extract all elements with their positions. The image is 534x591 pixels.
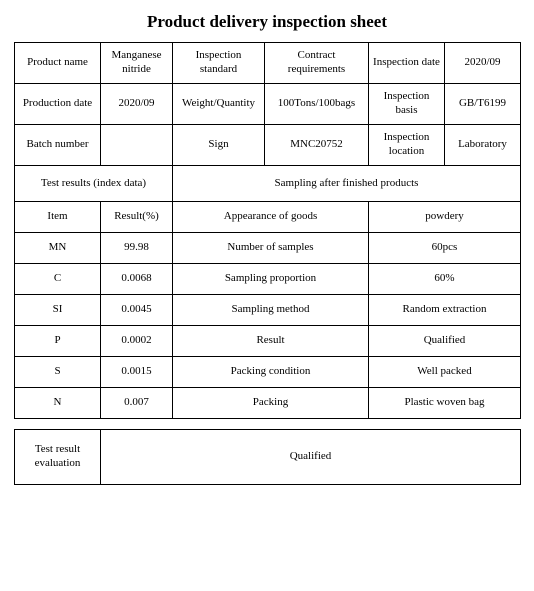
inspection-location-value: Laboratory — [445, 125, 521, 166]
header-row-2: Production date 2020/09 Weight/Quantity … — [15, 84, 521, 125]
product-name-value: Manganese nitride — [101, 43, 173, 84]
appearance-value: powdery — [369, 202, 521, 233]
data-row: S 0.0015 Packing condition Well packed — [15, 357, 521, 388]
item-header: Item — [15, 202, 101, 233]
result-cell: 0.0068 — [101, 264, 173, 295]
right-value-cell: Qualified — [369, 326, 521, 357]
inspection-location-label: Inspection location — [369, 125, 445, 166]
evaluation-row: Test result evaluation Qualified — [15, 430, 521, 485]
right-value-cell: Plastic woven bag — [369, 388, 521, 419]
contract-requirements-label: Contract requirements — [265, 43, 369, 84]
inspection-table: Product name Manganese nitride Inspectio… — [14, 42, 521, 429]
sign-value: MNC20752 — [265, 125, 369, 166]
page-title: Product delivery inspection sheet — [14, 12, 520, 32]
right-label-cell: Result — [173, 326, 369, 357]
right-label-cell: Sampling method — [173, 295, 369, 326]
inspection-standard-label: Inspection standard — [173, 43, 265, 84]
data-row: SI 0.0045 Sampling method Random extract… — [15, 295, 521, 326]
result-cell: 0.007 — [101, 388, 173, 419]
item-cell: C — [15, 264, 101, 295]
header-row-1: Product name Manganese nitride Inspectio… — [15, 43, 521, 84]
right-value-cell: Well packed — [369, 357, 521, 388]
right-label-cell: Packing condition — [173, 357, 369, 388]
product-name-label: Product name — [15, 43, 101, 84]
weight-quantity-value: 100Tons/100bags — [265, 84, 369, 125]
item-cell: MN — [15, 233, 101, 264]
production-date-label: Production date — [15, 84, 101, 125]
data-row: P 0.0002 Result Qualified — [15, 326, 521, 357]
inspection-date-label: Inspection date — [369, 43, 445, 84]
weight-quantity-label: Weight/Quantity — [173, 84, 265, 125]
item-cell: S — [15, 357, 101, 388]
sign-label: Sign — [173, 125, 265, 166]
result-cell: 0.0045 — [101, 295, 173, 326]
inspection-sheet: Product delivery inspection sheet Produc… — [0, 0, 534, 591]
inspection-basis-value: GB/T6199 — [445, 84, 521, 125]
data-row: N 0.007 Packing Plastic woven bag — [15, 388, 521, 419]
item-cell: N — [15, 388, 101, 419]
evaluation-table: Test result evaluation Qualified — [14, 429, 521, 485]
result-cell: 99.98 — [101, 233, 173, 264]
data-row: MN 99.98 Number of samples 60pcs — [15, 233, 521, 264]
batch-number-label: Batch number — [15, 125, 101, 166]
right-value-cell: 60pcs — [369, 233, 521, 264]
inspection-basis-label: Inspection basis — [369, 84, 445, 125]
inspection-date-value: 2020/09 — [445, 43, 521, 84]
right-label-cell: Sampling proportion — [173, 264, 369, 295]
evaluation-label: Test result evaluation — [15, 430, 101, 485]
appearance-label: Appearance of goods — [173, 202, 369, 233]
sampling-label: Sampling after finished products — [173, 166, 521, 202]
right-value-cell: Random extraction — [369, 295, 521, 326]
right-label-cell: Number of samples — [173, 233, 369, 264]
data-row: C 0.0068 Sampling proportion 60% — [15, 264, 521, 295]
item-cell: SI — [15, 295, 101, 326]
evaluation-value: Qualified — [101, 430, 521, 485]
right-value-cell: 60% — [369, 264, 521, 295]
production-date-value: 2020/09 — [101, 84, 173, 125]
right-label-cell: Packing — [173, 388, 369, 419]
item-cell: P — [15, 326, 101, 357]
result-cell: 0.0015 — [101, 357, 173, 388]
header-row-3: Batch number Sign MNC20752 Inspection lo… — [15, 125, 521, 166]
batch-number-value — [101, 125, 173, 166]
gap-row — [15, 419, 521, 430]
section-row: Test results (index data) Sampling after… — [15, 166, 521, 202]
test-results-label: Test results (index data) — [15, 166, 173, 202]
result-cell: 0.0002 — [101, 326, 173, 357]
result-pct-header: Result(%) — [101, 202, 173, 233]
column-header-row: Item Result(%) Appearance of goods powde… — [15, 202, 521, 233]
